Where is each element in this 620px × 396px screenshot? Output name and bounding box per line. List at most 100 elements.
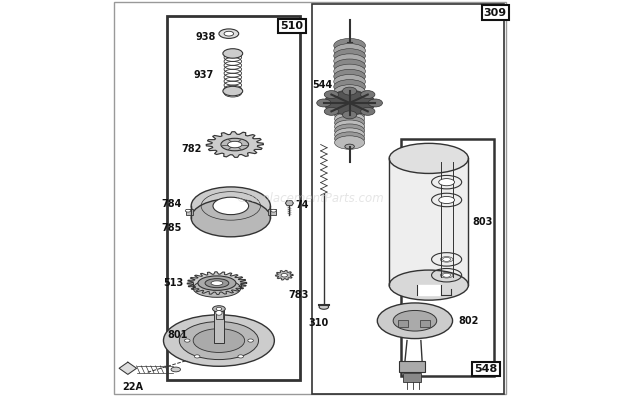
Ellipse shape bbox=[281, 274, 288, 277]
Ellipse shape bbox=[193, 329, 245, 352]
Ellipse shape bbox=[324, 91, 375, 115]
Bar bbox=[186, 209, 193, 215]
Ellipse shape bbox=[334, 95, 365, 109]
Ellipse shape bbox=[223, 49, 242, 58]
Polygon shape bbox=[187, 272, 247, 295]
Text: 937: 937 bbox=[193, 70, 213, 80]
Ellipse shape bbox=[205, 279, 229, 287]
Ellipse shape bbox=[213, 197, 249, 215]
Text: 782: 782 bbox=[181, 143, 202, 154]
Text: 801: 801 bbox=[167, 329, 188, 340]
Ellipse shape bbox=[223, 86, 242, 96]
Ellipse shape bbox=[221, 138, 249, 151]
Ellipse shape bbox=[345, 144, 355, 149]
Ellipse shape bbox=[335, 128, 365, 141]
Ellipse shape bbox=[378, 303, 453, 339]
Ellipse shape bbox=[216, 307, 222, 310]
Text: 22A: 22A bbox=[122, 382, 143, 392]
Polygon shape bbox=[275, 270, 293, 280]
Ellipse shape bbox=[443, 257, 451, 261]
Ellipse shape bbox=[335, 108, 365, 122]
Ellipse shape bbox=[191, 187, 270, 225]
Ellipse shape bbox=[194, 355, 200, 358]
Ellipse shape bbox=[238, 355, 244, 358]
Ellipse shape bbox=[439, 196, 454, 204]
Ellipse shape bbox=[334, 44, 365, 58]
Ellipse shape bbox=[335, 136, 365, 149]
Polygon shape bbox=[417, 285, 441, 295]
Ellipse shape bbox=[439, 179, 454, 186]
Ellipse shape bbox=[361, 91, 375, 99]
Polygon shape bbox=[285, 201, 293, 206]
Text: ©ReplacementParts.com: ©ReplacementParts.com bbox=[236, 192, 384, 204]
Ellipse shape bbox=[219, 29, 239, 38]
Ellipse shape bbox=[248, 339, 254, 342]
Ellipse shape bbox=[389, 270, 468, 300]
Text: 309: 309 bbox=[484, 8, 507, 18]
Text: 803: 803 bbox=[472, 217, 493, 227]
Bar bbox=[268, 209, 275, 215]
Ellipse shape bbox=[443, 273, 451, 277]
Ellipse shape bbox=[185, 339, 190, 342]
Ellipse shape bbox=[224, 31, 234, 36]
Ellipse shape bbox=[334, 64, 365, 78]
Ellipse shape bbox=[185, 209, 191, 212]
Ellipse shape bbox=[335, 132, 365, 145]
Text: 513: 513 bbox=[164, 278, 184, 288]
Ellipse shape bbox=[171, 367, 180, 372]
Bar bbox=[214, 309, 224, 343]
Ellipse shape bbox=[393, 310, 436, 331]
Text: 785: 785 bbox=[161, 223, 182, 233]
Ellipse shape bbox=[191, 199, 270, 237]
Bar bbox=[399, 361, 425, 372]
Text: 784: 784 bbox=[161, 199, 182, 209]
Bar bbox=[398, 320, 408, 327]
Ellipse shape bbox=[334, 90, 365, 104]
Ellipse shape bbox=[334, 69, 365, 84]
Ellipse shape bbox=[335, 124, 365, 137]
Ellipse shape bbox=[334, 54, 365, 68]
Text: 802: 802 bbox=[459, 316, 479, 326]
Text: 310: 310 bbox=[308, 318, 328, 328]
Ellipse shape bbox=[334, 38, 365, 53]
Ellipse shape bbox=[334, 49, 365, 63]
Ellipse shape bbox=[193, 279, 241, 297]
Ellipse shape bbox=[342, 111, 356, 119]
Ellipse shape bbox=[335, 116, 365, 129]
Bar bbox=[420, 320, 430, 327]
Ellipse shape bbox=[334, 80, 365, 94]
Ellipse shape bbox=[335, 112, 365, 126]
Ellipse shape bbox=[211, 281, 223, 286]
Text: 510: 510 bbox=[281, 21, 304, 31]
Bar bbox=[401, 139, 494, 376]
Ellipse shape bbox=[213, 306, 225, 312]
Ellipse shape bbox=[324, 91, 339, 99]
Text: 544: 544 bbox=[312, 80, 332, 90]
Ellipse shape bbox=[324, 107, 339, 115]
Ellipse shape bbox=[216, 310, 222, 315]
Polygon shape bbox=[206, 132, 264, 157]
Ellipse shape bbox=[319, 305, 329, 309]
Text: 74: 74 bbox=[295, 200, 309, 210]
Ellipse shape bbox=[389, 143, 468, 173]
Ellipse shape bbox=[179, 322, 259, 360]
Polygon shape bbox=[119, 362, 136, 374]
Ellipse shape bbox=[317, 99, 331, 107]
Ellipse shape bbox=[334, 74, 365, 89]
Bar bbox=[167, 16, 300, 380]
Text: 548: 548 bbox=[474, 364, 498, 374]
Bar bbox=[403, 373, 421, 382]
Ellipse shape bbox=[361, 107, 375, 115]
Ellipse shape bbox=[164, 315, 275, 366]
Ellipse shape bbox=[198, 276, 236, 290]
Bar bbox=[312, 4, 504, 394]
Ellipse shape bbox=[368, 99, 383, 107]
Ellipse shape bbox=[334, 59, 365, 73]
Ellipse shape bbox=[334, 85, 365, 99]
Polygon shape bbox=[389, 158, 468, 285]
Text: 783: 783 bbox=[288, 290, 309, 300]
Ellipse shape bbox=[271, 209, 277, 212]
Bar bbox=[216, 307, 223, 319]
Ellipse shape bbox=[342, 87, 356, 95]
Ellipse shape bbox=[228, 141, 242, 148]
